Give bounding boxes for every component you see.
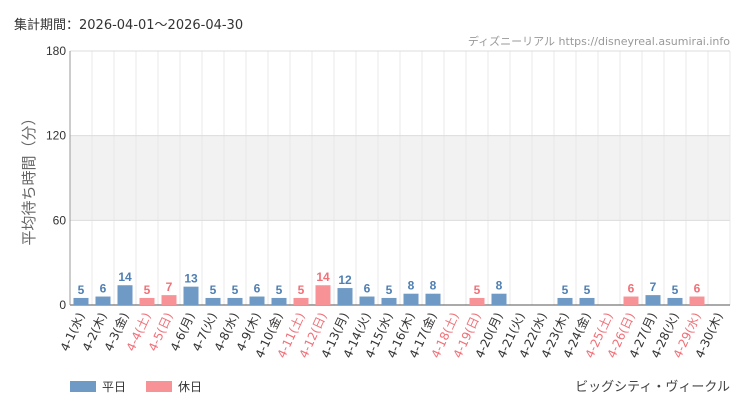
- bar: [183, 286, 199, 305]
- bar: [95, 296, 111, 305]
- bar-value-label: 14: [118, 270, 132, 284]
- bar-value-label: 8: [408, 279, 415, 293]
- bar: [205, 297, 221, 305]
- bar-value-label: 5: [584, 283, 591, 297]
- site-credit: ディズニーリアル https://disneyreal.asumirai.inf…: [467, 35, 730, 48]
- bar: [139, 297, 155, 305]
- bar-value-label: 5: [78, 283, 85, 297]
- bar-value-label: 8: [430, 279, 437, 293]
- bar: [579, 297, 595, 305]
- bar-value-label: 12: [338, 273, 352, 287]
- y-tick-label: 120: [46, 129, 66, 143]
- bar: [227, 297, 243, 305]
- bar: [403, 293, 419, 305]
- legend-weekday: 平日: [70, 378, 126, 395]
- bar: [469, 297, 485, 305]
- y-tick-label: 60: [53, 213, 67, 227]
- y-tick-label: 180: [46, 44, 66, 58]
- bar: [337, 288, 353, 305]
- bar: [293, 297, 309, 305]
- bar: [315, 285, 331, 305]
- bar-value-label: 5: [672, 283, 679, 297]
- legend: 平日 休日: [70, 378, 222, 395]
- bar: [271, 297, 287, 305]
- bar: [667, 297, 683, 305]
- bar-value-label: 5: [210, 283, 217, 297]
- bar-value-label: 5: [562, 283, 569, 297]
- bar-value-label: 6: [100, 282, 107, 296]
- bar: [161, 295, 177, 305]
- bar-value-label: 6: [694, 282, 701, 296]
- bar: [425, 293, 441, 305]
- bar-value-label: 5: [474, 283, 481, 297]
- legend-holiday: 休日: [146, 378, 202, 395]
- bar-value-label: 5: [232, 283, 239, 297]
- bar-value-label: 6: [364, 282, 371, 296]
- bar: [645, 295, 661, 305]
- bar-value-label: 5: [386, 283, 393, 297]
- bar: [381, 297, 397, 305]
- bar-value-label: 5: [298, 283, 305, 297]
- y-tick-label: 0: [59, 298, 66, 312]
- bar: [359, 296, 375, 305]
- legend-weekday-label: 平日: [102, 380, 127, 394]
- bar-value-label: 13: [184, 272, 198, 286]
- bar-value-label: 7: [650, 280, 657, 294]
- weekday-swatch: [70, 381, 96, 392]
- legend-holiday-label: 休日: [178, 380, 203, 394]
- bar-value-label: 6: [254, 282, 261, 296]
- bar: [249, 296, 265, 305]
- bar-value-label: 14: [316, 270, 330, 284]
- period-label: 集計期間：2026-04-01〜2026-04-30: [14, 18, 244, 33]
- bar: [557, 297, 573, 305]
- bar: [491, 293, 507, 305]
- holiday-swatch: [146, 381, 173, 392]
- bar-value-label: 7: [166, 280, 173, 294]
- bar-value-label: 8: [496, 279, 503, 293]
- attraction-name: ビッグシティ・ヴィークル: [575, 380, 730, 395]
- bar-value-label: 6: [628, 282, 635, 296]
- bar: [623, 296, 639, 305]
- bar: [689, 296, 705, 305]
- bar: [73, 297, 89, 305]
- bar: [117, 285, 133, 305]
- bar-value-label: 5: [276, 283, 283, 297]
- bar-value-label: 5: [144, 283, 151, 297]
- y-axis-title: 平均待ち時間（分）: [20, 110, 38, 245]
